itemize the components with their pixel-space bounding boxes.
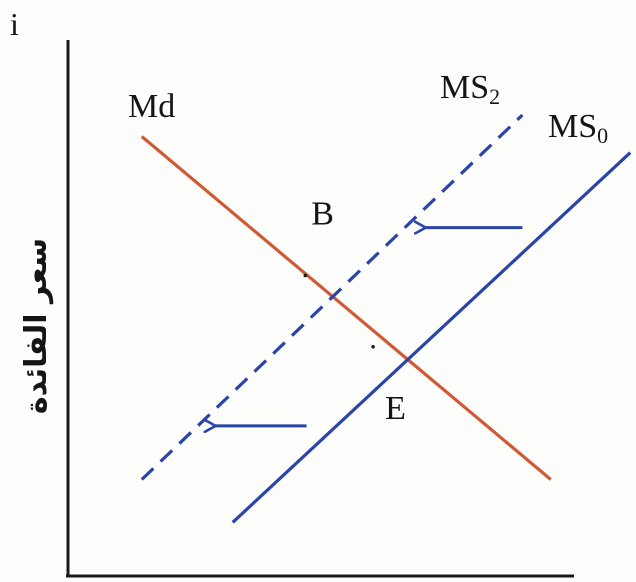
- curve-ms0: [231, 151, 632, 524]
- curve-ms2: [140, 113, 524, 481]
- y-axis-title: سعر الفائدة: [19, 238, 54, 414]
- point-label-b: B: [311, 196, 334, 233]
- point-dot-e: [371, 345, 375, 349]
- label-ms0: MS0: [548, 108, 608, 148]
- curve-md: [140, 135, 552, 481]
- y-axis-symbol: i: [10, 6, 19, 42]
- point-dot-b: [303, 273, 308, 278]
- shift-arrows-group: [216, 228, 523, 426]
- label-md: Md: [128, 88, 175, 125]
- label-ms2: MS2: [440, 69, 500, 109]
- points-group: BE: [303, 196, 406, 427]
- curves-group: [140, 113, 632, 524]
- curve-labels-group: Md MS0 MS2: [128, 69, 608, 148]
- point-label-e: E: [385, 390, 406, 427]
